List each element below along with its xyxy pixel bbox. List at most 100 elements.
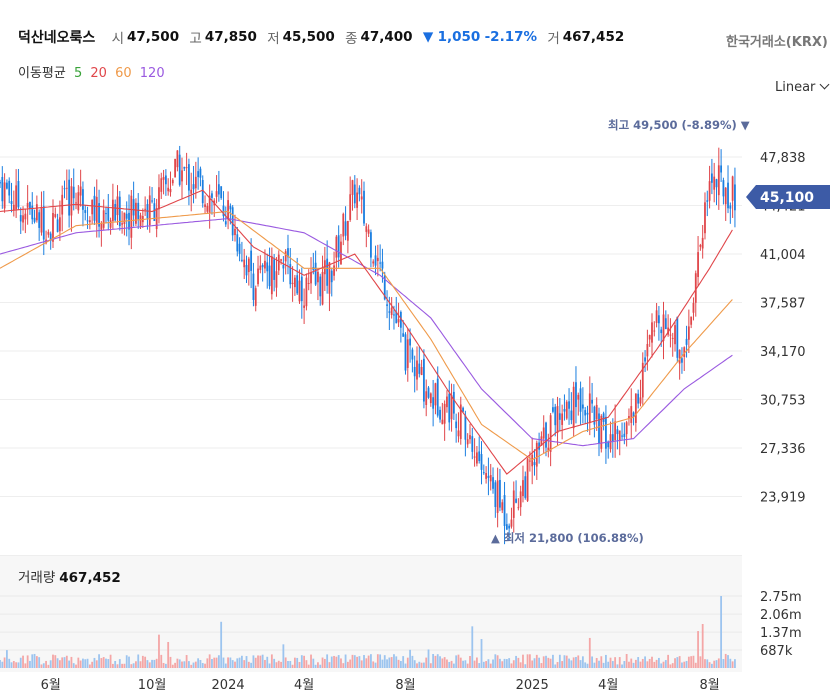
candle-body [381,261,384,269]
volume-bar [471,626,474,668]
volume-bar [24,663,27,668]
volume-bar [349,659,352,668]
high-annotation: 최고 49,500 (-8.89%) ▼ [608,118,750,132]
volume-bar [602,662,605,668]
volume-bar [141,655,144,668]
candle-body [547,447,550,452]
candle-body [102,210,105,228]
volume-bar [584,662,587,668]
volume-bar [356,656,358,668]
volume-bar [413,660,416,668]
volume-bar [135,661,137,668]
volume-bar [342,663,345,668]
candle-body [731,176,734,201]
volume-bar [475,657,478,668]
candle-body [655,310,658,323]
volume-bar [241,655,243,668]
candle-body [261,265,264,268]
y-tick-label: 41,004 [760,248,806,263]
candle-body [61,194,64,215]
candle-body [56,219,59,232]
candle-body [360,196,363,200]
volume-bar [565,655,568,668]
candle-body [554,406,557,426]
volume-bar [473,660,476,668]
volume-bar [88,664,91,668]
volume-bar [588,637,591,668]
scale-dropdown[interactable]: Linear [775,79,830,95]
volume-bar [669,664,672,668]
volume-bar [581,656,584,668]
volume-value: 467,452 [562,29,625,45]
candle-body [542,427,545,439]
volume-bar [605,654,607,668]
candle-body [91,199,94,215]
candle-body [109,220,112,228]
volume-bar [250,662,253,668]
candle-body [432,397,435,409]
x-tick-label: 6월 [41,678,61,693]
volume-bar [372,661,375,668]
volume-bar [310,654,312,668]
volume-tick-label: 1.37m [760,626,802,641]
volume-bar [335,656,338,668]
volume-panel-value: 467,452 [59,570,121,586]
volume-bar [93,657,96,668]
candle-body [220,186,223,199]
ma-60-label[interactable]: 60 [115,66,132,81]
ma-5-label[interactable]: 5 [73,66,83,81]
volume-bar [552,654,554,668]
volume-bar [206,658,209,668]
candle-body [614,421,617,441]
candle-body [135,202,137,224]
candle-body [469,435,471,440]
candle-body [88,220,91,223]
candle-body [706,200,709,202]
volume-bar [411,655,414,668]
ma-20-label[interactable]: 20 [90,66,107,81]
candle-body [333,265,335,276]
volume-bar [404,663,407,668]
candle-body [443,403,446,424]
candle-body [130,195,133,238]
volume-bar [264,659,266,668]
high-value: 47,850 [204,29,257,45]
candle-body [591,399,593,404]
candle-body [607,441,610,448]
volume-bar [38,657,41,668]
volume-grid-lines [0,595,742,651]
candle-body [471,436,474,452]
candle-body [572,386,575,429]
volume-bar [480,639,483,668]
volume-bar [379,654,382,668]
candle-body [273,259,276,280]
volume-bar [630,658,633,668]
volume-bar [171,664,174,668]
volume-bar [616,664,619,668]
volume-bar [367,655,370,668]
volume-bar [132,663,135,668]
volume-bar [425,657,428,668]
volume-bar [406,657,409,668]
volume-bar [644,656,646,668]
candle-body [169,189,172,193]
candle-body [549,415,552,452]
ma-120-label[interactable]: 120 [139,66,165,81]
volume-bar [402,656,405,668]
candle-body [423,358,425,402]
volume-bar [365,658,368,668]
candle-body [337,235,340,258]
candle-body [194,176,197,189]
candle-body [229,205,232,210]
volume-bar [717,658,720,668]
volume-bar [600,656,603,668]
volume-bar [298,662,301,668]
candle-body [611,434,614,442]
volume-axis-ticks: 2.75m 2.06m 1.37m 687k [760,590,802,659]
volume-bar [660,663,663,668]
volume-bar [227,657,229,668]
volume-bar [151,659,153,668]
volume-bar [455,655,458,668]
ma-legend-label: 이동평균 [18,66,66,81]
